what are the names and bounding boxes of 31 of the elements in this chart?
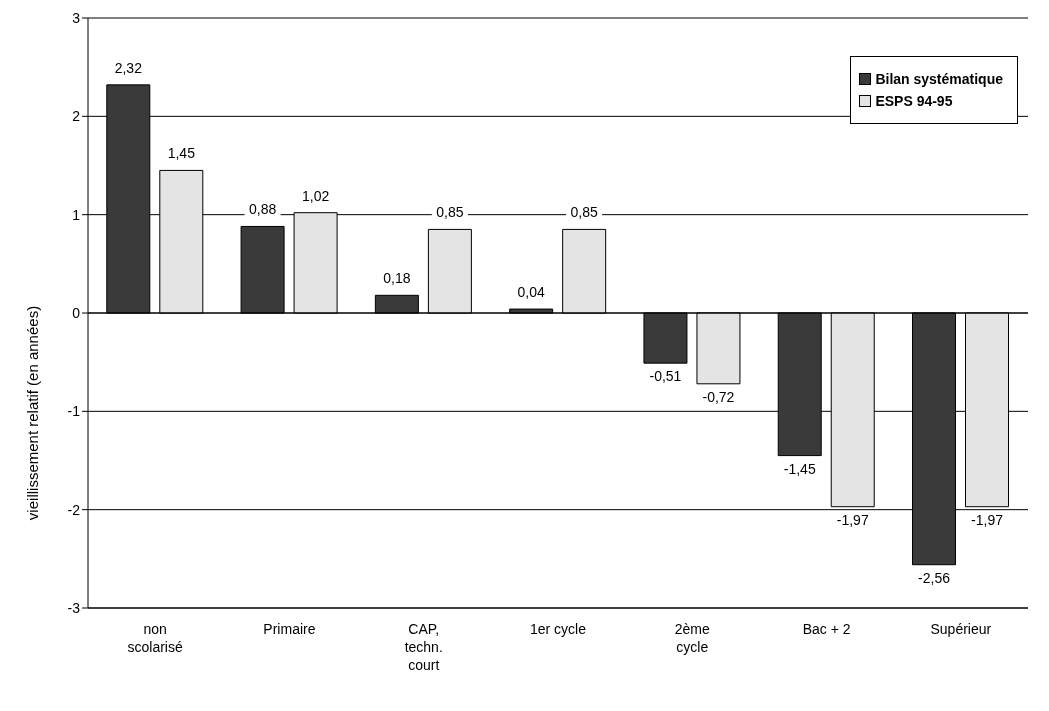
data-label: 0,04 [517,284,545,301]
data-label: -0,51 [649,368,682,385]
data-label: 0,18 [383,270,411,287]
x-tick-label: Bac + 2 [802,621,851,637]
data-label: 1,02 [301,187,330,204]
data-label: -1,97 [971,511,1004,528]
data-label: -1,97 [836,511,869,528]
data-label: 0,88 [248,201,277,218]
y-tick-label: 0 [72,304,81,321]
y-tick-label: -1 [67,403,81,420]
data-label: 1,45 [167,145,196,162]
y-tick-label: -3 [67,599,81,616]
x-tick-label: non scolarisé [127,621,183,655]
legend-label: Bilan systématique [875,71,1003,87]
data-label: -2,56 [918,569,951,586]
data-label: 0,85 [436,204,464,221]
x-tick-label: 1er cycle [529,621,587,637]
x-tick-label: CAP, techn. court [404,621,443,673]
x-tick-label: Supérieur [930,621,992,637]
data-label: -1,45 [783,460,816,477]
x-tick-label: 2ème cycle [674,621,710,655]
x-tick-label: Primaire [263,621,316,637]
y-axis-title: vieillissement relatif (en années) [24,305,42,521]
y-tick-label: 3 [72,9,81,26]
y-tick-label: 1 [72,206,81,223]
data-label: 2,32 [114,59,143,76]
y-tick-label: -2 [67,501,81,518]
legend-label: ESPS 94-95 [875,93,953,109]
data-label: -0,72 [702,388,735,405]
data-label: 0,85 [570,204,598,221]
y-tick-label: 2 [72,108,81,125]
